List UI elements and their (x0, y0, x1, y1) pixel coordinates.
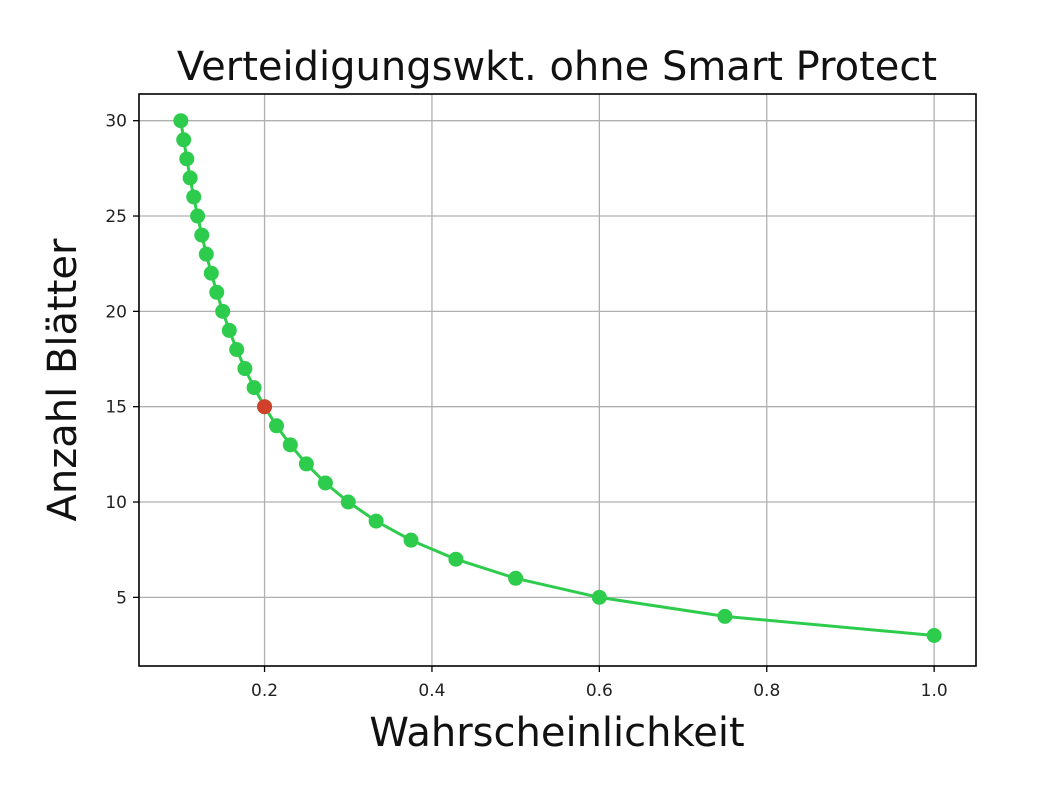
data-point (190, 208, 206, 224)
y-tick-label: 25 (105, 207, 127, 227)
data-point (215, 303, 231, 319)
data-point (282, 437, 298, 453)
series-line (179, 120, 935, 637)
data-point (340, 494, 356, 510)
data-point (221, 322, 237, 338)
data-point (237, 361, 253, 377)
ticks: 0.2 0.4 0.6 0.8 1.0 5 10 15 20 25 30 (105, 112, 947, 701)
y-tick-label: 10 (105, 493, 127, 513)
data-point (591, 589, 607, 605)
plot-frame (138, 93, 977, 667)
y-tick-label: 5 (116, 588, 127, 608)
data-point (182, 170, 198, 186)
data-point (173, 113, 189, 129)
data-point (926, 627, 942, 643)
y-tick-label: 20 (105, 302, 127, 322)
data-point (194, 227, 210, 243)
x-tick-label: 0.8 (753, 681, 780, 701)
data-point (269, 418, 285, 434)
data-point (448, 551, 464, 567)
data-point (246, 380, 262, 396)
data-point (198, 246, 214, 262)
y-tick-label: 15 (105, 398, 127, 418)
x-tick-label: 1.0 (921, 681, 948, 701)
data-point (508, 570, 524, 586)
series-layer (173, 113, 942, 643)
data-point (717, 608, 733, 624)
data-point (203, 265, 219, 281)
data-point (298, 456, 314, 472)
data-point (209, 284, 225, 300)
chart-title: Verteidigungswkt. ohne Smart Protect (177, 44, 937, 90)
data-point (403, 532, 419, 548)
x-tick-label: 0.2 (251, 681, 278, 701)
grid (139, 94, 976, 666)
data-point (179, 151, 195, 167)
data-point (317, 475, 333, 491)
data-point (186, 189, 202, 205)
x-tick-label: 0.4 (418, 681, 445, 701)
x-axis-label: Wahrscheinlichkeit (369, 710, 744, 756)
y-axis-label: Anzahl Blätter (40, 238, 86, 521)
x-tick-label: 0.6 (586, 681, 613, 701)
y-tick-label: 30 (105, 112, 127, 132)
data-point (176, 132, 192, 148)
data-point (229, 341, 245, 357)
data-point (368, 513, 384, 529)
highlight-point (257, 399, 273, 415)
